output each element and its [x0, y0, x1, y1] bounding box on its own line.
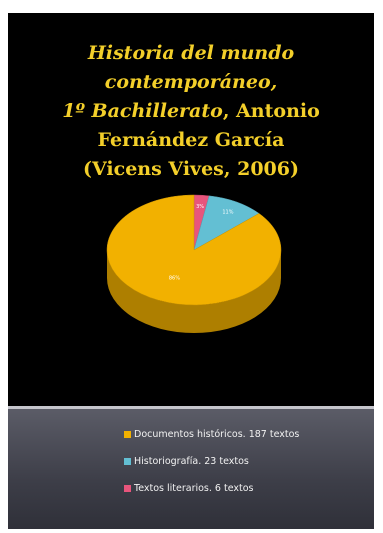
- panel-separator: [8, 406, 374, 409]
- title-line-1: Historia del mundo contemporáneo,: [14, 39, 368, 97]
- legend-label-1: Historiografía. 23 textos: [134, 456, 249, 467]
- legend-swatch-1: [124, 458, 131, 465]
- slide-title: Historia del mundo contemporáneo, 1º Bac…: [14, 39, 368, 184]
- title-line-3: (Vicens Vives, 2006): [14, 155, 368, 184]
- legend-label-2: Textos literarios. 6 textos: [134, 483, 254, 494]
- pie-chart: 3% 11% 86%: [106, 194, 282, 333]
- legend-item-1: Historiografía. 23 textos: [124, 448, 299, 475]
- title-line-2: 1º Bachillerato, Antonio Fernández Garcí…: [14, 97, 368, 155]
- data-label-0: 86%: [169, 276, 180, 282]
- legend-panel: Documentos históricos. 187 textos Histori…: [8, 409, 374, 529]
- legend-swatch-0: [124, 431, 131, 438]
- slide: Historia del mundo contemporáneo, 1º Bac…: [8, 13, 374, 529]
- title-line-1-text: Historia del mundo contemporáneo,: [87, 42, 295, 93]
- legend-label-0: Documentos históricos. 187 textos: [134, 429, 300, 440]
- data-label-2: 3%: [196, 204, 204, 210]
- data-label-1: 11%: [222, 210, 233, 216]
- legend-swatch-2: [124, 485, 131, 492]
- slide-top-panel: Historia del mundo contemporáneo, 1º Bac…: [8, 13, 374, 406]
- legend-item-2: Textos literarios. 6 textos: [124, 475, 299, 502]
- pie-side-0: [107, 250, 281, 333]
- chart-legend: Documentos históricos. 187 textos Histori…: [124, 421, 299, 502]
- title-line-2-rest: , Antonio Fernández García: [97, 100, 320, 151]
- pie-slice-0: [106, 194, 282, 306]
- legend-item-0: Documentos históricos. 187 textos: [124, 421, 299, 448]
- title-line-2-italic: 1º Bachillerato: [62, 100, 223, 122]
- title-line-3-text: (Vicens Vives, 2006): [83, 158, 299, 180]
